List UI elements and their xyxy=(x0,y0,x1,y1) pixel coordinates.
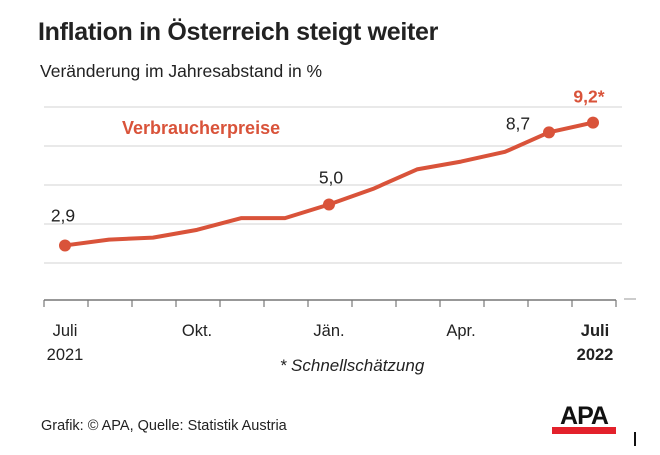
x-tick-label: Apr. xyxy=(446,322,475,340)
data-point xyxy=(59,239,71,252)
data-point xyxy=(587,116,599,129)
data-point xyxy=(323,198,335,211)
source-credit: Grafik: © APA, Quelle: Statistik Austria xyxy=(41,418,287,434)
data-label: 9,2* xyxy=(573,87,604,107)
footnote: * Schnellschätzung xyxy=(280,356,425,375)
x-tick-label-year: 2021 xyxy=(47,346,84,364)
x-tick-label: Okt. xyxy=(182,322,212,340)
data-point xyxy=(543,126,555,139)
x-tick-label-year: 2022 xyxy=(577,346,614,364)
logo-bar xyxy=(552,427,616,434)
series-label: Verbraucherpreise xyxy=(122,118,280,138)
x-tick-label: Juli xyxy=(581,322,609,340)
chart-subtitle: Veränderung im Jahresabstand in % xyxy=(40,61,323,81)
x-tick-label: Jän. xyxy=(313,322,344,340)
text-cursor xyxy=(634,432,636,446)
logo-text: APA xyxy=(560,402,609,430)
x-tick-label: Juli xyxy=(53,322,78,340)
apa-logo: APA xyxy=(552,402,616,434)
data-label: 2,9 xyxy=(51,205,75,225)
data-label: 5,0 xyxy=(319,168,344,188)
chart-title: Inflation in Österreich steigt weiter xyxy=(38,18,439,46)
data-label: 8,7 xyxy=(506,113,530,133)
